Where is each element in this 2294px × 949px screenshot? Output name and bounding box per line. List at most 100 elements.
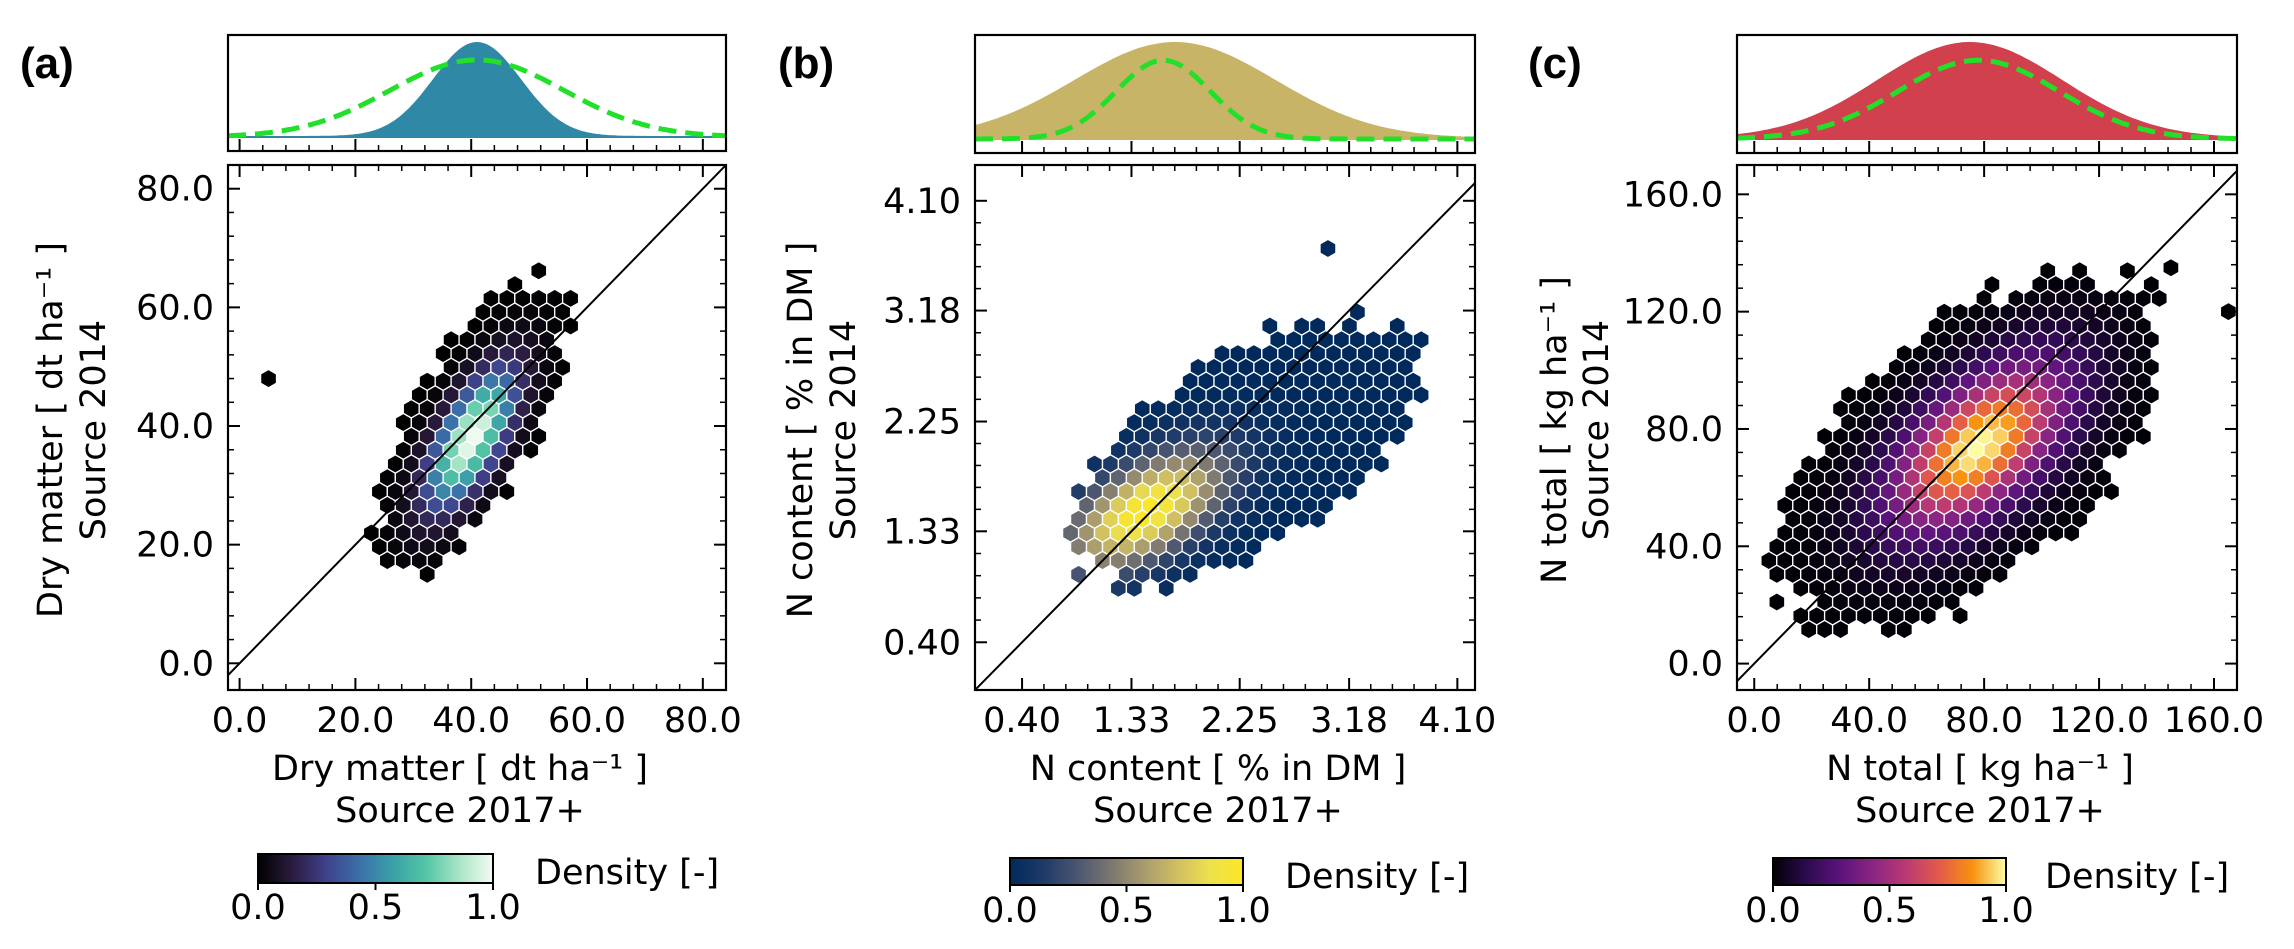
hex-cell	[2150, 288, 2168, 309]
panel-a-colorbar-label: Density [-]	[535, 853, 719, 893]
y-tick-label: 80.0	[136, 170, 214, 210]
panel-b-colorbar: 0.0 0.5 1.0	[982, 857, 1271, 931]
panel-b-colorbar-label: Density [-]	[1285, 857, 1469, 897]
x-tick-label: 40.0	[1830, 701, 1908, 741]
colorbar-tick-label: 0.5	[1862, 891, 1918, 931]
hex-cell	[1181, 564, 1199, 585]
colorbar-tick-label: 0.5	[348, 888, 404, 928]
panel-a-hex-cells	[259, 260, 580, 585]
x-tick-label: 3.18	[1310, 701, 1388, 741]
hex-cell	[1967, 578, 1985, 599]
x-tick-label: 0.40	[983, 701, 1061, 741]
hex-cell	[466, 509, 484, 530]
hex-cell	[1340, 481, 1359, 502]
x-tick-label: 80.0	[1945, 701, 2023, 741]
panel-b-frame	[973, 163, 1477, 692]
panel-b-letter: (b)	[778, 39, 834, 88]
hex-cell	[1069, 536, 1088, 557]
panel-b-xlabel-sub: Source 2017+	[1093, 791, 1343, 831]
hex-cell	[2047, 523, 2065, 543]
panel-c-ylabel: N total [ kg ha⁻¹ ]	[1535, 276, 1575, 584]
hex-cell	[522, 440, 540, 461]
panel-c-one-to-one-line	[1737, 169, 2237, 683]
y-tick-label: 2.25	[883, 403, 961, 443]
panel-a-ylabel: Dry matter [ dt ha⁻¹ ]	[31, 242, 71, 618]
hex-cell	[1157, 578, 1175, 599]
colorbar-gradient	[257, 853, 494, 884]
marginal-density-area	[975, 42, 1475, 140]
hex-cell	[1308, 509, 1327, 530]
hex-cell	[1237, 550, 1255, 571]
hex-cell	[418, 564, 436, 585]
y-tick-label: 0.0	[1667, 645, 1723, 685]
hex-cell	[498, 481, 516, 502]
hex-cell	[1816, 619, 1834, 640]
panel-a-ylabel-sub: Source 2014	[74, 320, 114, 540]
panel-c: (c) 0.0 40.0 80.0 120.0 160.0 0.0 40.0 80.0 120.…	[1528, 33, 2264, 931]
x-tick-label: 4.10	[1418, 701, 1496, 741]
colorbar-gradient	[1009, 857, 1244, 886]
panel-b: (b) 0.40 1.33 2.25 3.18 4.10 0.40 1.33 2.25 3.18…	[778, 33, 1496, 931]
x-tick-label: 40.0	[432, 701, 510, 741]
colorbar-tick-label: 0.0	[230, 888, 286, 928]
marginal-reference-curve	[975, 57, 1475, 142]
panel-a-frame	[226, 163, 728, 692]
hex-cell	[378, 550, 396, 571]
hex-cell	[1919, 605, 1937, 626]
panel-b-marginal	[973, 33, 1477, 155]
panel-b-ylabel: N content [ % in DM ]	[781, 242, 821, 619]
hex-cell	[394, 550, 412, 571]
hex-cell	[1768, 592, 1786, 612]
panel-a-letter: (a)	[20, 39, 74, 88]
x-tick-label: 20.0	[316, 701, 394, 741]
y-tick-label: 80.0	[1645, 410, 1723, 450]
panel-a-marginal	[226, 33, 728, 153]
panel-c-colorbar-label: Density [-]	[2045, 857, 2229, 897]
hex-cell	[1388, 426, 1406, 447]
x-tick-label: 0.0	[212, 701, 268, 741]
hex-cell	[1221, 550, 1239, 571]
hex-cell	[530, 260, 548, 281]
hex-cell	[1069, 564, 1088, 585]
marginal-frame	[226, 33, 728, 153]
x-tick-label: 60.0	[548, 701, 626, 741]
x-tick-label: 2.25	[1201, 701, 1279, 741]
panel-b-xlabel: N content [ % in DM ]	[1030, 749, 1407, 789]
hex-cell	[2063, 523, 2081, 543]
hex-cell	[2023, 536, 2041, 557]
colorbar-tick-label: 0.5	[1099, 891, 1155, 931]
hex-cell	[1412, 385, 1430, 405]
x-tick-label: 80.0	[664, 701, 742, 741]
x-tick-label: 0.0	[1726, 701, 1782, 741]
y-tick-label: 0.40	[883, 623, 961, 663]
hex-outlier	[2162, 257, 2180, 278]
hex-cell	[450, 536, 468, 557]
panel-a-xlabel-sub: Source 2017+	[335, 791, 585, 831]
hex-cell	[1991, 564, 2009, 585]
hex-cell	[1792, 578, 1810, 599]
marginal-reference-curve	[228, 57, 726, 139]
y-tick-label: 0.0	[158, 644, 214, 684]
y-tick-label: 40.0	[1645, 527, 1723, 567]
colorbar-tick-label: 1.0	[1978, 891, 2034, 931]
panel-c-hexbin: 0.0 40.0 80.0 120.0 160.0 0.0 40.0 80.0 120.0 160…	[1623, 163, 2264, 741]
x-tick-label: 1.33	[1093, 701, 1171, 741]
panel-b-hexbin: 0.40 1.33 2.25 3.18 4.10 0.40 1.33 2.25 3.18 4.10	[883, 163, 1496, 741]
colorbar-tick-label: 1.0	[465, 888, 521, 928]
colorbar-gradient	[1772, 857, 2007, 886]
x-tick-label: 160.0	[2164, 701, 2264, 741]
hex-cell	[1951, 605, 1969, 626]
colorbar-tick-label: 1.0	[1215, 891, 1271, 931]
y-tick-label: 40.0	[136, 407, 214, 447]
colorbar-tick-label: 0.0	[982, 891, 1038, 931]
hex-outlier	[259, 368, 278, 389]
y-tick-label: 60.0	[136, 288, 214, 328]
hex-cell	[1269, 523, 1287, 543]
y-tick-label: 1.33	[883, 512, 961, 552]
y-tick-label: 3.18	[883, 292, 961, 332]
panel-c-ylabel-sub: Source 2014	[1577, 320, 1617, 540]
marginal-frame	[1735, 33, 2239, 155]
panel-a: (a) 0.0 20.0 40.0 60.0 80.0 0.0 20.0 40.0 60.0 80…	[20, 33, 742, 928]
hex-cell	[2134, 426, 2152, 447]
